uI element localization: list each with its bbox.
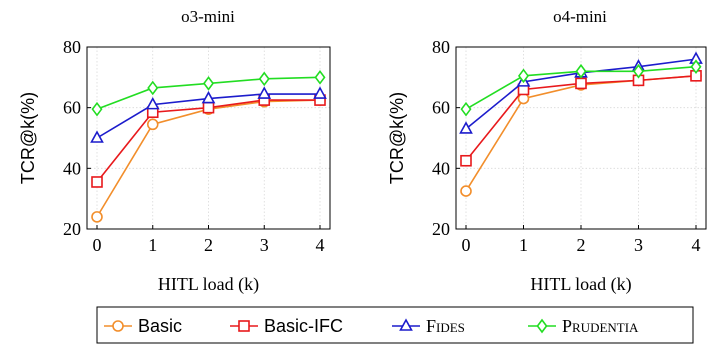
- chart-title: o4-mini: [553, 7, 607, 26]
- data-point-prudentia: [147, 80, 159, 96]
- data-point-basic-ifc: [575, 77, 587, 90]
- legend-label: FIDES: [426, 316, 465, 336]
- data-point-fides: [459, 121, 473, 134]
- data-point-basic-ifc: [202, 101, 215, 114]
- legend-item-basic-ifc: Basic-IFC: [230, 316, 343, 336]
- y-tick-label: 80: [432, 37, 450, 57]
- x-axis-label: HITL load (k): [158, 274, 259, 295]
- x-tick-label: 3: [634, 235, 643, 255]
- legend-swatch-marker: [399, 318, 413, 331]
- x-axis-ticks: 0 1 2 3 4: [462, 225, 701, 255]
- x-axis-label: HITL load (k): [530, 274, 631, 295]
- legend-swatch-marker: [536, 318, 548, 334]
- legend-box: [96, 306, 694, 344]
- series-prudentia: [91, 70, 326, 117]
- x-tick-label: 0: [93, 235, 102, 255]
- chart-panel-o4-mini: o4-mini 20 40 60 80 0 1 2 3 4 TCR@k(%) HITL loa…: [387, 7, 707, 295]
- x-tick-label: 1: [519, 235, 528, 255]
- series-fides: [90, 86, 327, 143]
- data-point-prudentia: [91, 101, 103, 117]
- x-tick-label: 0: [462, 235, 471, 255]
- x-tick-label: 2: [577, 235, 586, 255]
- legend-item-basic: Basic: [104, 316, 182, 336]
- x-tick-label: 4: [316, 235, 325, 255]
- x-tick-label: 2: [204, 235, 213, 255]
- series-prudentia: [460, 59, 702, 117]
- data-point-fides: [257, 86, 272, 99]
- series-group: [90, 70, 327, 223]
- data-point-prudentia: [258, 71, 270, 87]
- legend-item-fides: FIDES: [392, 316, 465, 336]
- data-point-prudentia: [575, 63, 587, 79]
- data-point-basic-ifc: [91, 176, 103, 188]
- y-tick-label: 40: [63, 158, 81, 178]
- legend-label: PRUDENTIA: [562, 316, 639, 336]
- data-point-fides: [313, 86, 327, 99]
- y-axis-label-text: TCR@k(%): [387, 92, 407, 184]
- x-tick-label: 3: [260, 235, 269, 255]
- grid: [87, 46, 330, 230]
- x-axis-ticks: 0 1 2 3 4: [93, 225, 325, 255]
- data-point-basic-ifc: [460, 154, 472, 167]
- y-tick-label: 20: [63, 219, 81, 239]
- data-point-prudentia: [203, 76, 214, 91]
- legend-item-prudentia: PRUDENTIA: [528, 316, 639, 336]
- x-tick-label: 4: [692, 235, 701, 255]
- data-point-prudentia: [460, 101, 472, 117]
- y-axis-ticks: 20 40 60 80: [63, 37, 91, 239]
- y-axis-label-text: TCR@k(%): [18, 92, 38, 184]
- legend-label: Basic-IFC: [264, 316, 343, 336]
- legend-label: Basic: [138, 316, 182, 336]
- data-point-prudentia: [633, 63, 644, 79]
- series-basic-ifc: [460, 70, 702, 167]
- y-axis-ticks: 20 40 60 80: [432, 37, 460, 239]
- chart-title: o3-mini: [181, 7, 235, 26]
- data-point-fides: [145, 96, 160, 110]
- y-tick-label: 80: [63, 37, 81, 57]
- data-point-basic: [146, 118, 159, 131]
- y-axis-label: TCR@k(%): [18, 92, 38, 184]
- y-tick-label: 60: [63, 98, 81, 118]
- y-axis-label: TCR@k(%): [387, 92, 407, 184]
- legend-swatch-marker: [112, 320, 124, 332]
- grid: [456, 46, 706, 230]
- data-point-basic: [91, 211, 103, 223]
- chart-panel-o3-mini: o3-mini 20 40 60 80 0 1 2 3 4 TCR@k(%) HITL loa…: [18, 7, 331, 295]
- data-point-fides: [201, 90, 216, 104]
- data-point-prudentia: [518, 68, 529, 84]
- y-tick-label: 20: [432, 219, 450, 239]
- data-point-basic: [460, 185, 472, 197]
- series-basic: [91, 94, 326, 223]
- series-group: [459, 51, 703, 197]
- x-tick-label: 1: [148, 235, 157, 255]
- y-tick-label: 60: [432, 98, 450, 118]
- y-tick-label: 40: [432, 158, 450, 178]
- data-point-prudentia: [690, 59, 702, 75]
- data-point-fides: [90, 130, 104, 143]
- legend-swatch-marker: [238, 320, 250, 332]
- data-point-prudentia: [314, 70, 326, 85]
- legend: Basic Basic-IFC FIDES PRUDENTIA: [96, 306, 694, 344]
